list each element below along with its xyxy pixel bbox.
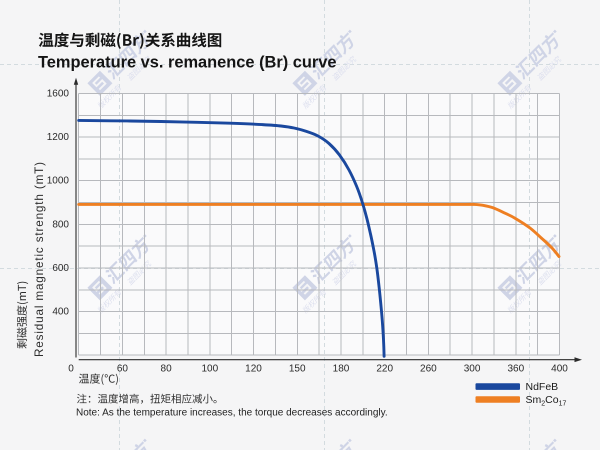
svg-text:260: 260 [420,363,437,374]
svg-text:600: 600 [52,263,69,274]
svg-text:100: 100 [201,363,218,374]
svg-text:150: 150 [289,363,306,374]
svg-text:Sm2Co17: Sm2Co17 [526,394,567,408]
svg-text:NdFeB: NdFeB [526,381,559,393]
svg-text:1200: 1200 [47,132,70,143]
svg-text:400: 400 [551,363,568,374]
svg-text:300: 300 [464,363,481,374]
svg-text:800: 800 [52,219,69,230]
svg-text:120: 120 [245,363,262,374]
svg-text:Residual magnetic strength (mT: Residual magnetic strength (mT) [33,161,46,357]
svg-text:0: 0 [68,363,74,374]
svg-text:Temperature vs. remanence (Br): Temperature vs. remanence (Br) curve [38,53,337,71]
svg-text:1600: 1600 [47,89,70,100]
svg-text:360: 360 [507,363,524,374]
svg-text:180: 180 [333,363,350,374]
svg-text:Note: As the temperature incre: Note: As the temperature increases, the … [76,408,388,419]
svg-text:1000: 1000 [47,176,70,187]
svg-text:220: 220 [376,363,393,374]
svg-text:60: 60 [117,363,129,374]
svg-text:400: 400 [52,307,69,318]
svg-text:80: 80 [161,363,173,374]
